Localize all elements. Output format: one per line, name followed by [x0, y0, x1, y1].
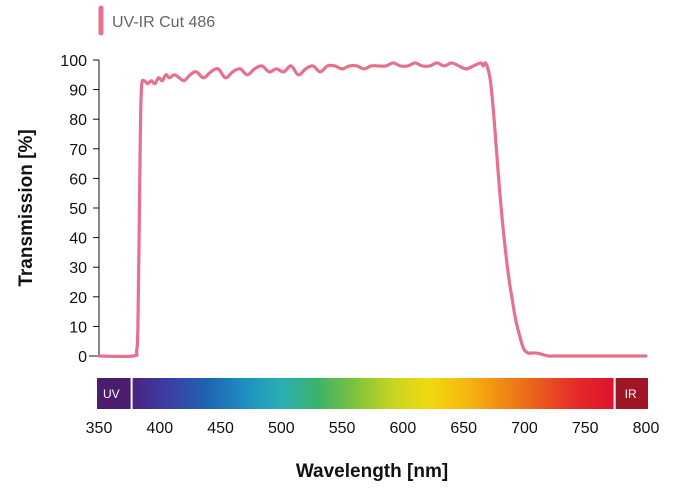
x-tick-label: 750: [572, 420, 599, 437]
x-ticks: 350 400 450 500 550 600 650 700 750 800: [86, 420, 660, 437]
y-tick-label: 100: [60, 53, 87, 70]
y-tick-label: 90: [69, 83, 87, 100]
x-tick-label: 400: [146, 420, 173, 437]
legend: UV-IR Cut 486: [98, 5, 215, 36]
y-tick-label: 50: [69, 201, 87, 218]
y-tick-label: 20: [69, 290, 87, 307]
y-tick-label: 80: [69, 112, 87, 129]
spectrum-bar: UV IR: [97, 378, 648, 409]
y-tick-label: 0: [78, 349, 87, 366]
y-tick-label: 60: [69, 171, 87, 188]
x-tick-label: 450: [207, 420, 234, 437]
y-ticks: 0 10 20 30 40 50 60 70 80 90 100: [60, 53, 99, 366]
uv-band: [97, 378, 131, 409]
y-tick-label: 30: [69, 260, 87, 277]
x-tick-label: 650: [450, 420, 477, 437]
x-tick-label: 700: [511, 420, 538, 437]
ir-band: [615, 378, 648, 409]
x-axis-title: Wavelength [nm]: [296, 461, 448, 482]
x-tick-label: 800: [633, 420, 660, 437]
visible-spectrum-band: [132, 378, 614, 409]
x-tick-label: 500: [268, 420, 295, 437]
y-tick-label: 10: [69, 319, 87, 336]
uv-label: UV: [103, 387, 120, 401]
x-tick-label: 350: [86, 420, 113, 437]
y-axis-title: Transmission [%]: [16, 129, 37, 286]
x-tick-label: 600: [390, 420, 417, 437]
ir-label: IR: [625, 387, 637, 401]
x-tick-label: 550: [329, 420, 356, 437]
y-tick-label: 70: [69, 142, 87, 159]
series-line-uv-ir-cut-486: [97, 61, 648, 359]
y-tick-label: 40: [69, 231, 87, 248]
legend-label: UV-IR Cut 486: [112, 14, 215, 31]
